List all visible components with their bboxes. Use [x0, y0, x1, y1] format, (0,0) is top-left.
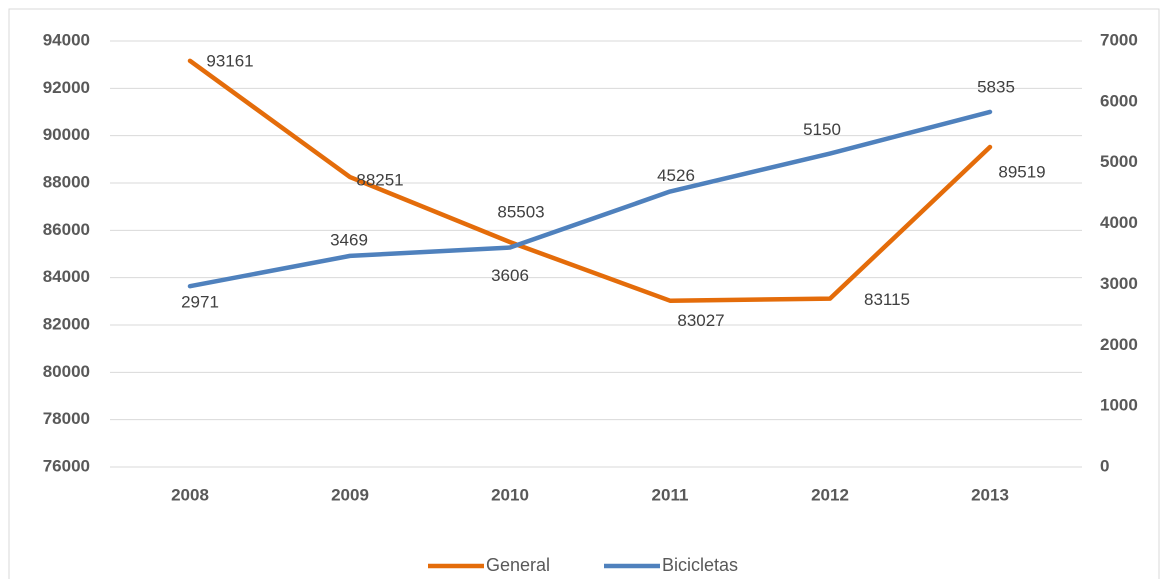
x-tick-label: 2012 — [811, 485, 849, 504]
y2-tick-label: 5000 — [1100, 152, 1138, 171]
data-label: 83115 — [864, 290, 910, 309]
y-tick-label: 86000 — [43, 220, 90, 239]
series-line — [187, 58, 993, 303]
x-tick-label: 2011 — [652, 485, 689, 504]
data-label: 2971 — [181, 293, 219, 312]
data-label: 5835 — [977, 77, 1015, 96]
data-label: 3606 — [491, 266, 529, 285]
y2-tick-label: 6000 — [1100, 91, 1138, 110]
y2-tick-label: 7000 — [1100, 30, 1138, 49]
y2-tick-label: 1000 — [1100, 396, 1138, 415]
legend-label: General — [486, 555, 550, 575]
data-label: 88251 — [356, 171, 403, 190]
y-tick-label: 78000 — [43, 409, 90, 428]
data-label: 5150 — [803, 120, 841, 139]
y-tick-label: 88000 — [43, 172, 90, 191]
legend-label: Bicicletas — [662, 555, 738, 575]
x-tick-label: 2010 — [491, 485, 529, 504]
data-label: 3469 — [330, 230, 368, 249]
x-tick-label: 2009 — [331, 485, 369, 504]
y2-tick-label: 2000 — [1100, 335, 1138, 354]
x-tick-label: 2013 — [971, 485, 1009, 504]
series-line — [187, 109, 993, 289]
data-label: 85503 — [497, 203, 544, 222]
x-tick-label: 2008 — [171, 485, 209, 504]
y-tick-label: 84000 — [43, 267, 90, 286]
y-tick-label: 90000 — [43, 125, 90, 144]
y2-tick-label: 4000 — [1100, 213, 1138, 232]
y2-tick-label: 3000 — [1100, 274, 1138, 293]
y2-tick-label: 0 — [1100, 456, 1109, 475]
data-label: 83027 — [677, 311, 724, 330]
chart-border — [8, 8, 1160, 579]
y-tick-label: 82000 — [43, 314, 90, 333]
data-label: 93161 — [206, 51, 253, 70]
y-tick-label: 76000 — [43, 456, 90, 475]
data-label: 89519 — [998, 163, 1045, 182]
y-tick-label: 94000 — [43, 30, 90, 49]
y-tick-label: 92000 — [43, 78, 90, 97]
data-label: 4526 — [657, 166, 695, 185]
y-tick-label: 80000 — [43, 362, 90, 381]
